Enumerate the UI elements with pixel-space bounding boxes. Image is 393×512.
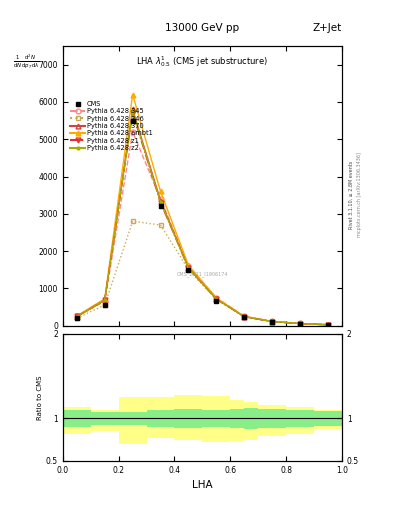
CMS: [75, 315, 79, 321]
Pythia 6.428 z2: [242, 313, 247, 319]
X-axis label: LHA: LHA: [192, 480, 213, 490]
Pythia 6.428 z1: [242, 314, 247, 320]
Pythia 6.428 z1: [298, 321, 303, 327]
Pythia 6.428 z1: [130, 110, 135, 116]
Pythia 6.428 z2: [75, 313, 79, 319]
Pythia 6.428 346: [75, 315, 79, 321]
Pythia 6.428 346: [326, 322, 331, 328]
Text: CMS_2021_I1906174: CMS_2021_I1906174: [176, 271, 228, 277]
Pythia 6.428 z1: [326, 322, 331, 328]
Line: Pythia 6.428 z2: Pythia 6.428 z2: [74, 109, 331, 327]
Text: $\frac{1}{\mathrm{d}N}\frac{\mathrm{d}^2N}{\mathrm{d}p_T\,\mathrm{d}\lambda}$: $\frac{1}{\mathrm{d}N}\frac{\mathrm{d}^2…: [13, 52, 40, 70]
Pythia 6.428 370: [214, 296, 219, 302]
Pythia 6.428 ambt1: [75, 313, 79, 319]
CMS: [186, 267, 191, 273]
Pythia 6.428 z1: [186, 265, 191, 271]
Text: mcplots.cern.ch [arXiv:1306.3436]: mcplots.cern.ch [arXiv:1306.3436]: [357, 152, 362, 237]
Text: Z+Jet: Z+Jet: [313, 23, 342, 33]
Pythia 6.428 370: [326, 322, 331, 328]
Text: LHA $\lambda^{1}_{0.5}$ (CMS jet substructure): LHA $\lambda^{1}_{0.5}$ (CMS jet substru…: [136, 54, 268, 69]
Pythia 6.428 ambt1: [242, 313, 247, 319]
Pythia 6.428 345: [130, 129, 135, 135]
Pythia 6.428 ambt1: [298, 321, 303, 327]
Pythia 6.428 370: [270, 318, 275, 325]
Pythia 6.428 345: [270, 318, 275, 325]
CMS: [298, 321, 303, 327]
Pythia 6.428 ambt1: [158, 188, 163, 195]
Line: Pythia 6.428 z1: Pythia 6.428 z1: [74, 111, 331, 327]
Pythia 6.428 z2: [298, 321, 303, 327]
Pythia 6.428 346: [270, 318, 275, 325]
Pythia 6.428 z1: [158, 200, 163, 206]
CMS: [158, 203, 163, 209]
Pythia 6.428 z2: [130, 108, 135, 114]
CMS: [242, 314, 247, 321]
CMS: [130, 118, 135, 124]
Line: Pythia 6.428 370: Pythia 6.428 370: [74, 107, 331, 327]
Line: Pythia 6.428 345: Pythia 6.428 345: [74, 130, 331, 327]
Pythia 6.428 ambt1: [130, 92, 135, 98]
Pythia 6.428 370: [75, 313, 79, 319]
Pythia 6.428 370: [186, 265, 191, 271]
Pythia 6.428 345: [298, 321, 303, 327]
Legend: CMS, Pythia 6.428 345, Pythia 6.428 346, Pythia 6.428 370, Pythia 6.428 ambt1, P: CMS, Pythia 6.428 345, Pythia 6.428 346,…: [69, 100, 154, 153]
Line: CMS: CMS: [74, 118, 331, 327]
Text: Rivet 3.1.10, ≥ 2.8M events: Rivet 3.1.10, ≥ 2.8M events: [349, 160, 354, 229]
Pythia 6.428 370: [298, 321, 303, 327]
Pythia 6.428 370: [242, 313, 247, 319]
CMS: [102, 302, 107, 308]
Pythia 6.428 346: [186, 267, 191, 273]
Pythia 6.428 345: [75, 313, 79, 319]
Pythia 6.428 ambt1: [102, 296, 107, 302]
CMS: [270, 319, 275, 325]
Text: 13000 GeV pp: 13000 GeV pp: [165, 23, 239, 33]
Line: Pythia 6.428 ambt1: Pythia 6.428 ambt1: [74, 92, 331, 327]
Pythia 6.428 346: [242, 313, 247, 319]
Pythia 6.428 z2: [186, 265, 191, 271]
Pythia 6.428 370: [102, 297, 107, 303]
CMS: [326, 322, 331, 328]
Pythia 6.428 345: [158, 196, 163, 202]
Pythia 6.428 370: [130, 106, 135, 113]
CMS: [214, 298, 219, 305]
Pythia 6.428 z2: [270, 318, 275, 325]
Pythia 6.428 z1: [75, 313, 79, 319]
Pythia 6.428 370: [158, 198, 163, 204]
Pythia 6.428 345: [102, 298, 107, 305]
Pythia 6.428 345: [326, 322, 331, 328]
Pythia 6.428 346: [214, 296, 219, 303]
Pythia 6.428 z2: [326, 322, 331, 328]
Pythia 6.428 ambt1: [186, 262, 191, 268]
Pythia 6.428 345: [214, 294, 219, 301]
Pythia 6.428 ambt1: [270, 318, 275, 325]
Pythia 6.428 346: [298, 321, 303, 327]
Y-axis label: Ratio to CMS: Ratio to CMS: [37, 375, 43, 419]
Pythia 6.428 z2: [102, 297, 107, 303]
Pythia 6.428 346: [158, 222, 163, 228]
Pythia 6.428 z1: [102, 297, 107, 303]
Line: Pythia 6.428 346: Pythia 6.428 346: [74, 219, 331, 327]
Pythia 6.428 z1: [214, 296, 219, 302]
Pythia 6.428 345: [242, 313, 247, 319]
Pythia 6.428 ambt1: [214, 295, 219, 301]
Pythia 6.428 345: [186, 263, 191, 269]
Pythia 6.428 346: [102, 302, 107, 308]
Pythia 6.428 346: [130, 218, 135, 224]
Pythia 6.428 z2: [214, 296, 219, 302]
Pythia 6.428 z2: [158, 199, 163, 205]
Pythia 6.428 z1: [270, 318, 275, 325]
Pythia 6.428 ambt1: [326, 322, 331, 328]
